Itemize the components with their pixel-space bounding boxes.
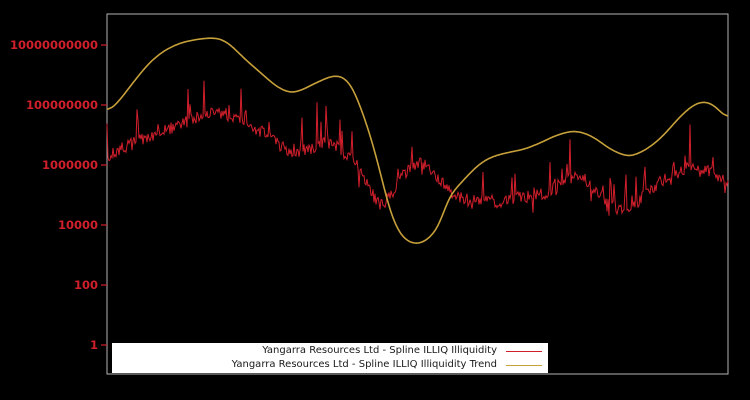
legend-label-trend: Yangarra Resources Ltd - Spline ILLIQ Il…: [231, 359, 497, 370]
legend-line-swatch-trend: [506, 364, 542, 366]
legend: Yangarra Resources Ltd - Spline ILLIQ Il…: [112, 343, 548, 373]
illiquidity-line: [106, 80, 729, 216]
legend-line-swatch-illiquidity: [506, 350, 542, 352]
y-tick-label: 100000000: [26, 98, 98, 112]
legend-entry-illiquidity: Yangarra Resources Ltd - Spline ILLIQ Il…: [116, 344, 544, 358]
legend-label-illiquidity: Yangarra Resources Ltd - Spline ILLIQ Il…: [262, 345, 497, 356]
plot-border: [106, 13, 729, 375]
legend-entry-trend: Yangarra Resources Ltd - Spline ILLIQ Il…: [116, 358, 544, 372]
y-tick-label: 1: [90, 338, 98, 352]
y-tick-label: 1000000: [42, 158, 98, 172]
y-tick-label: 10000000000: [10, 38, 98, 52]
trend-line: [106, 37, 729, 244]
y-tick-label: 10000: [58, 218, 98, 232]
y-tick-label: 100: [74, 278, 98, 292]
